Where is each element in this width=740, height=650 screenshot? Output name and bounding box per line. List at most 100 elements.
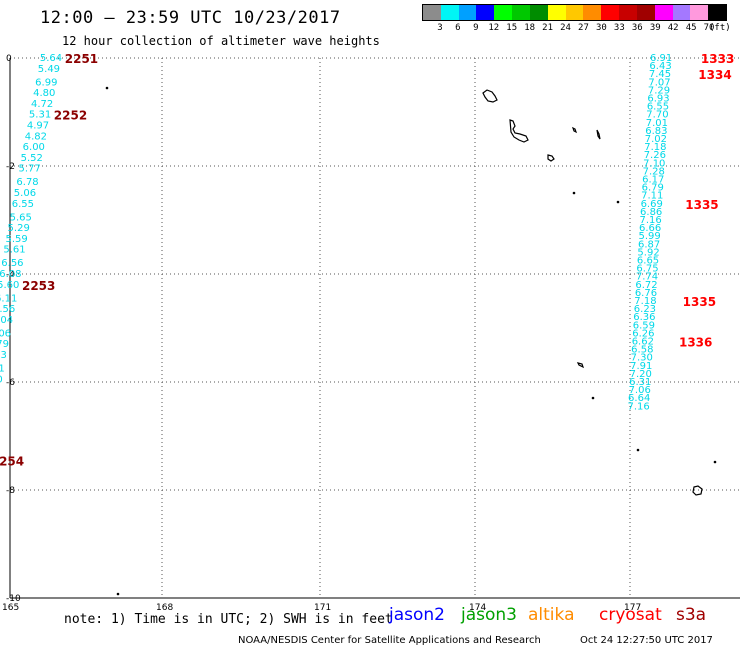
east-track-value: 7.20 [630,369,652,380]
west-track-value: 5.49 [38,64,60,75]
east-track-value: 7.16 [640,215,662,226]
east-track-value: 6.79 [642,183,664,194]
color-legend: 3 6 9 12 15 18 21 24 27 30 33 36 39 42 45 70 (ft) [422,4,731,35]
legend-swatch [672,5,691,20]
west-track-value: 6.11 [0,293,17,304]
east-track-value: 7.11 [641,191,663,202]
east-track-value: 7.70 [646,110,668,121]
east-track-value: 7.06 [629,385,651,396]
legend-swatch [601,5,620,20]
west-track-value: 5.77 [18,164,40,175]
legend-swatch [529,5,548,20]
east-track-value: 6.76 [635,288,657,299]
island-outline [571,126,578,134]
lat-tick-label: -6 [6,378,15,388]
west-track-value: 5.60 [0,280,19,291]
lat-tick-label: -2 [6,162,15,172]
east-track-value: 5.92 [637,247,659,258]
legend-label: 39 [649,23,661,33]
west-track-value: 6.93 [0,350,7,361]
lon-tick-label: 168 [156,603,173,613]
east-track-value: 6.31 [629,377,651,388]
island-outline [482,89,498,103]
legend-swatches [422,4,727,21]
lon-tick-label: 165 [2,603,19,613]
island-outline [509,119,529,143]
legend-swatch [423,5,441,20]
legend-label: 27 [578,23,589,33]
west-track-value: 7.35 [0,385,1,396]
east-track-value: 7.18 [644,142,666,153]
east-track-value: 6.65 [637,256,659,267]
east-track-value: 6.91 [650,53,672,64]
west-track-value: 5.06 [14,188,36,199]
west-track-value: 6.55 [12,199,34,210]
legend-altika: altika [528,605,575,625]
legend-label: 9 [473,23,479,33]
east-track-value: 6.23 [634,304,656,315]
generated-timestamp: Oct 24 12:27:50 UTC 2017 [580,635,713,646]
legend-swatch [440,5,459,20]
east-track-value: 6.87 [638,239,660,250]
west-track-value: 7.06 [0,328,11,339]
west-track-value: 6.31 [0,364,5,375]
page-title: 12:00 — 23:59 UTC 10/23/2017 [40,8,341,28]
east-track-time: 1333 [701,52,734,66]
west-track-value: 4.97 [27,121,49,132]
east-track-value: 6.58 [631,345,653,356]
west-track-value: 6.99 [35,77,57,88]
legend-label: 45 [685,23,697,33]
legend-label: 33 [613,23,625,33]
east-track-time: 1336 [679,336,712,350]
credit-text: NOAA/NESDIS Center for Satellite Applica… [238,635,541,646]
west-track-value: 6.00 [23,142,45,153]
west-track-value: 5.29 [8,223,30,234]
island-speck [116,592,120,596]
west-track-value: 4.82 [25,131,47,142]
island-speck [713,460,717,464]
lat-tick-label: -10 [6,594,21,604]
legend-swatch [619,5,637,20]
west-track-value: 4.80 [33,88,55,99]
island-speck [616,200,620,204]
east-track-value: 6.86 [640,207,662,218]
legend-swatch [547,5,566,20]
west-track-time: 2254 [0,454,24,468]
legend-label: 12 [488,23,500,33]
lon-tick-label: 177 [624,603,641,613]
west-track-value: 5.79 [0,339,9,350]
east-track-value: 7.18 [634,296,656,307]
legend-swatch [476,5,495,20]
legend-label: 30 [595,23,607,33]
west-track-time: 2252 [54,109,87,123]
legend-label: 70 [703,23,715,33]
west-track-value: 6.78 [16,177,38,188]
legend-label: 3 [437,23,443,33]
west-track-value: 5.52 [21,153,43,164]
east-track-value: 6.83 [645,126,667,137]
east-track-time: 1335 [685,198,718,212]
legend-jason3: jason3 [461,605,517,625]
legend-swatch [654,5,673,20]
west-track-value: 6.56 [1,258,23,269]
legend-cryosat: cryosat [599,605,662,625]
east-track-value: 7.16 [628,401,650,412]
legend-label: 21 [542,23,553,33]
east-track-value: 6.59 [633,320,655,331]
east-track-value: 7.07 [648,77,670,88]
west-track-value: 5.64 [40,53,62,64]
legend-label: 6 [455,23,461,33]
lon-tick-label: 171 [314,603,331,613]
legend-swatch [708,5,727,20]
legend-jason2: jason2 [389,605,445,625]
legend-unit: (ft) [709,23,731,33]
east-track-value: 6.66 [639,223,661,234]
east-track-value: 7.29 [648,85,670,96]
east-track-value: 6.55 [647,102,669,113]
lat-tick-label: -4 [6,270,15,280]
west-track-value: 5.65 [10,212,32,223]
lat-tick-label: 0 [6,54,12,64]
west-track-value: 6.08 [0,269,21,280]
page-subtitle: 12 hour collection of altimeter wave hei… [62,34,380,48]
